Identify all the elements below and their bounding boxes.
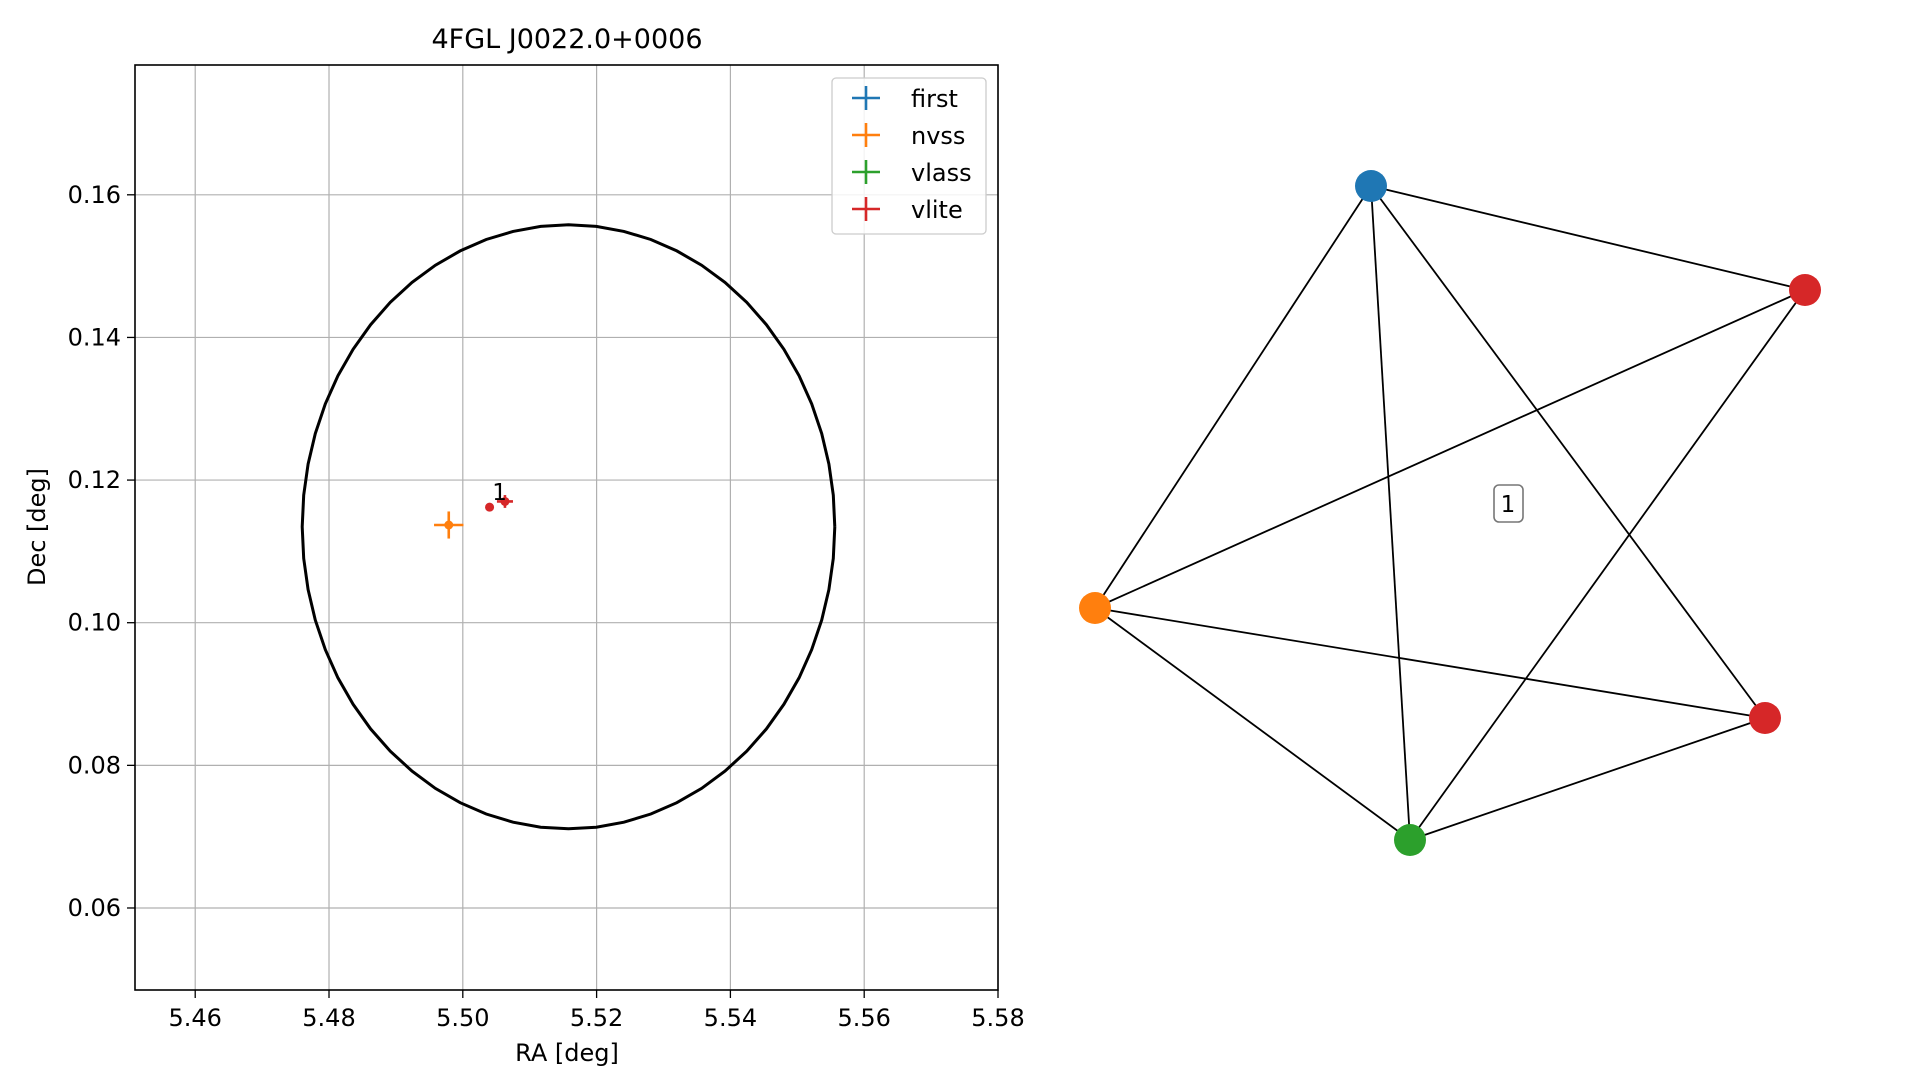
x-tick-label: 5.50	[436, 1004, 489, 1032]
x-tick-label: 5.46	[168, 1004, 221, 1032]
legend-label-vlass: vlass	[911, 159, 972, 187]
x-tick-label: 5.56	[837, 1004, 890, 1032]
graph-edge	[1409, 289, 1806, 841]
graph-label-frame	[1493, 484, 1524, 523]
point-marker	[485, 502, 495, 512]
x-axis-ticks: 5.46 5.48 5.50 5.52 5.54 5.56 5.58	[168, 990, 1025, 1032]
graph-label-box: 1	[1493, 484, 1524, 523]
y-axis-label: Dec [deg]	[23, 468, 51, 586]
legend-label-first: first	[911, 85, 958, 113]
legend-label-nvss: nvss	[911, 122, 965, 150]
legend-item-vlite: vlite	[852, 196, 963, 224]
graph-node-first	[1355, 170, 1387, 202]
graph-edge	[1409, 717, 1766, 841]
legend-item-first: first	[852, 85, 958, 113]
x-tick-label: 5.48	[302, 1004, 355, 1032]
graph-edge	[1094, 607, 1766, 719]
legend-items: first nvss vlass vli	[852, 85, 972, 224]
uncertainty-ellipse	[300, 223, 837, 831]
legend-label-vlite: vlite	[911, 196, 963, 224]
point-marker	[444, 520, 454, 530]
legend-frame	[831, 77, 987, 235]
legend-item-vlass: vlass	[852, 159, 972, 187]
y-tick-label: 0.16	[68, 181, 121, 209]
graph-edge	[1094, 289, 1806, 609]
y-tick-label: 0.14	[68, 323, 121, 351]
graph-edges	[1094, 185, 1806, 841]
graph-node-nvss	[1079, 592, 1111, 624]
graph-edge	[1094, 185, 1372, 609]
y-tick-label: 0.10	[68, 609, 121, 637]
data-point-vlite	[485, 502, 495, 512]
axes-frame	[134, 64, 999, 991]
network-graph: 1	[1079, 170, 1821, 856]
graph-edge	[1370, 185, 1806, 291]
ellipse-outline	[300, 223, 837, 831]
data-points	[434, 495, 513, 539]
graph-edge	[1370, 185, 1411, 841]
scatter-plot: 4FGL J0022.0+0006 1 5.46 5.48 5.50 5.52 5.54…	[23, 24, 1025, 1067]
data-point-nvss	[434, 511, 464, 539]
graph-node-vlite-a	[1789, 274, 1821, 306]
graph-node-vlass	[1394, 824, 1426, 856]
data-point-vlite	[496, 495, 513, 508]
legend-item-nvss: nvss	[852, 122, 965, 150]
y-axis-ticks: 0.06 0.08 0.10 0.12 0.14 0.16	[68, 181, 135, 922]
x-tick-label: 5.58	[971, 1004, 1024, 1032]
y-tick-label: 0.08	[68, 751, 121, 779]
graph-node-vlite-b	[1749, 702, 1781, 734]
point-marker	[500, 496, 510, 506]
graph-nodes	[1079, 170, 1821, 856]
y-tick-label: 0.06	[68, 894, 121, 922]
graph-label: 1	[1501, 492, 1516, 518]
legend: first nvss vlass vli	[831, 77, 987, 235]
graph-edge	[1370, 185, 1766, 719]
x-axis-label: RA [deg]	[515, 1039, 619, 1067]
y-tick-label: 0.12	[68, 466, 121, 494]
x-tick-label: 5.52	[570, 1004, 623, 1032]
graph-edge	[1094, 607, 1411, 841]
point-annotation: 1	[492, 480, 507, 506]
plot-title: 4FGL J0022.0+0006	[431, 24, 702, 55]
x-tick-label: 5.54	[704, 1004, 757, 1032]
